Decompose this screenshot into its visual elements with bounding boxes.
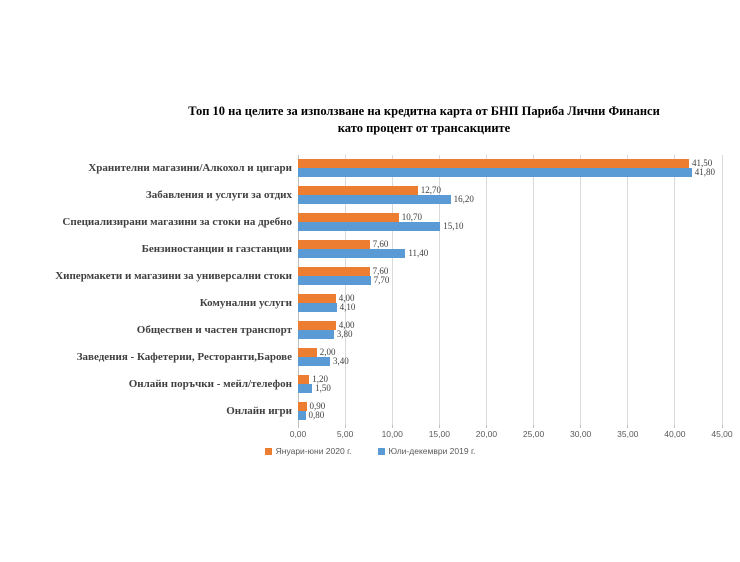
category-label: Хранителни магазини/Алкохол и цигари (88, 162, 292, 174)
value-label: 4,00 (338, 293, 355, 303)
value-label: 3,40 (333, 356, 349, 366)
category-label: Забавления и услуги за отдих (145, 189, 292, 201)
gridline (392, 155, 393, 425)
gridline (298, 155, 299, 425)
value-label: 2,00 (319, 347, 336, 357)
category-label: Онлайн поръчки - мейл/телефон (128, 378, 292, 390)
x-axis-tick-label: 40,00 (664, 429, 686, 439)
bar-jul-dec-2019 (298, 195, 451, 204)
gridline (486, 155, 487, 425)
value-label: 7,70 (373, 275, 390, 285)
bar-jan-jun-2020 (298, 375, 310, 384)
legend-item: Януари-юни 2020 г. (264, 446, 352, 456)
bar-jul-dec-2019 (298, 222, 441, 231)
bar-jul-dec-2019 (298, 168, 692, 177)
bar-jan-jun-2020 (298, 159, 689, 168)
value-label: 4,10 (339, 302, 356, 312)
category-label: Бензиностанции и газстанции (141, 243, 292, 255)
value-label: 1,50 (315, 383, 331, 393)
category-label: Хипермакети и магазини за универсални ст… (55, 270, 292, 282)
x-axis-tick-label: 35,00 (617, 429, 639, 439)
value-label: 7,60 (372, 239, 389, 249)
chart-legend: Януари-юни 2020 г. Юли-декември 2019 г. (0, 446, 740, 456)
category-label: Онлайн игри (226, 405, 292, 417)
axis-tick (392, 425, 393, 428)
chart-title-line1: Топ 10 на целите за използване на кредит… (188, 104, 660, 118)
bar-jan-jun-2020 (298, 321, 336, 330)
value-label: 0,80 (308, 410, 325, 420)
bar-jul-dec-2019 (298, 411, 306, 420)
bar-jan-jun-2020 (298, 348, 317, 357)
value-label: 11,40 (408, 248, 429, 258)
gridline (439, 155, 440, 425)
value-label: 41,80 (694, 167, 716, 177)
bar-jan-jun-2020 (298, 240, 370, 249)
value-label: 16,20 (453, 194, 474, 204)
x-axis-tick-label: 20,00 (475, 429, 498, 439)
axis-tick (298, 425, 299, 428)
x-axis-tick-label: 15,00 (428, 429, 450, 439)
bar-jul-dec-2019 (298, 384, 313, 393)
x-axis-tick-label: 0,00 (289, 429, 307, 439)
chart-title-line2: като процент от трансакциите (337, 121, 511, 135)
value-label: 0,90 (309, 401, 326, 411)
value-label: 41,50 (692, 158, 713, 168)
gridline (722, 155, 723, 425)
bar-jan-jun-2020 (298, 402, 307, 411)
legend-swatch-icon (264, 447, 272, 455)
legend-item: Юли-декември 2019 г. (377, 446, 476, 456)
chart-title: Топ 10 на целите за използване на кредит… (108, 103, 740, 137)
axis-tick (486, 425, 487, 428)
axis-tick (580, 425, 581, 428)
bar-jul-dec-2019 (298, 330, 334, 339)
value-label: 10,70 (401, 212, 423, 222)
value-label: 12,70 (420, 185, 441, 195)
legend-label: Юли-декември 2019 г. (388, 446, 476, 456)
axis-tick (345, 425, 346, 428)
x-axis-tick-label: 30,00 (570, 429, 592, 439)
bar-jul-dec-2019 (298, 276, 371, 285)
category-label: Специализирани магазини за стоки на дреб… (62, 216, 292, 228)
category-label: Обществен и частен транспорт (136, 324, 292, 336)
value-label: 7,60 (372, 266, 389, 276)
bar-jul-dec-2019 (298, 357, 330, 366)
x-axis-tick-label: 10,00 (381, 429, 403, 439)
value-label: 15,10 (443, 221, 464, 231)
bar-jul-dec-2019 (298, 303, 337, 312)
gridline (533, 155, 534, 425)
value-label: 3,80 (336, 329, 353, 339)
x-axis-tick-label: 5,00 (336, 429, 354, 439)
value-label: 4,00 (338, 320, 355, 330)
value-label: 1,20 (312, 374, 329, 384)
category-label: Заведения - Кафетерии, Ресторанти,Барове (76, 351, 292, 363)
legend-swatch-icon (377, 447, 385, 455)
axis-tick (674, 425, 675, 428)
bar-jan-jun-2020 (298, 267, 370, 276)
bar-jan-jun-2020 (298, 186, 418, 195)
axis-tick (533, 425, 534, 428)
gridline (345, 155, 346, 425)
category-label: Комунални услуги (199, 297, 292, 309)
gridline (580, 155, 581, 425)
axis-tick (627, 425, 628, 428)
bar-jan-jun-2020 (298, 294, 336, 303)
gridline (627, 155, 628, 425)
x-axis-tick-label: 45,00 (711, 429, 733, 439)
bar-jul-dec-2019 (298, 249, 406, 258)
axis-tick (439, 425, 440, 428)
axis-tick (722, 425, 723, 428)
gridline (674, 155, 675, 425)
bar-jan-jun-2020 (298, 213, 399, 222)
x-axis-tick-label: 25,00 (522, 429, 545, 439)
legend-label: Януари-юни 2020 г. (275, 446, 352, 456)
